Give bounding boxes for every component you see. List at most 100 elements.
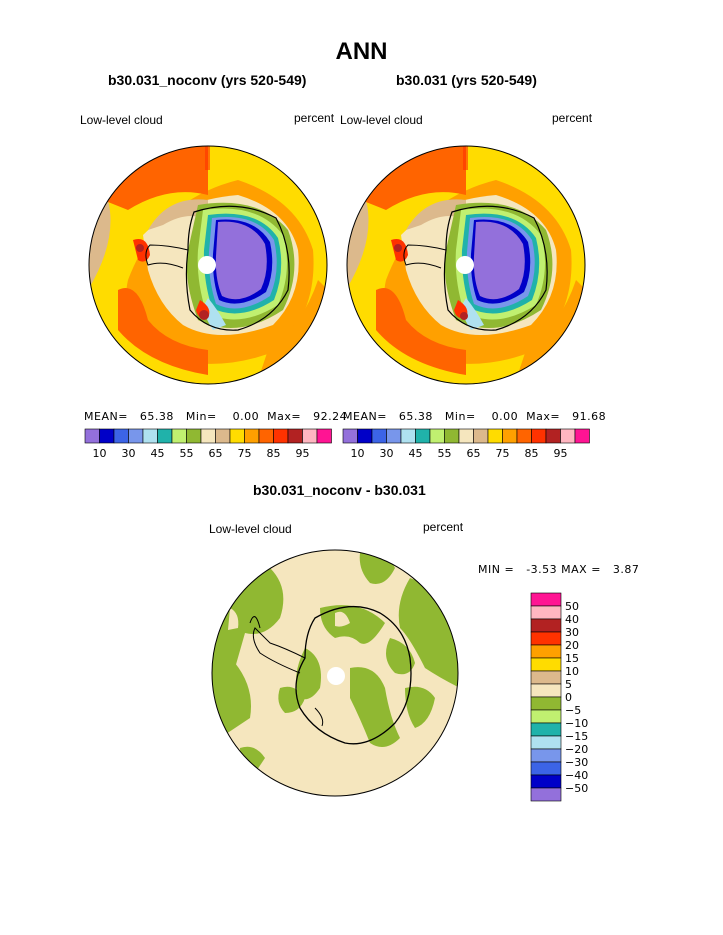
panel2-colorbar-tick: 45 — [409, 447, 423, 460]
panel1-colorbar-tick: 95 — [296, 447, 310, 460]
panel3-colorbar-swatch — [530, 644, 562, 659]
panel3-colorbar-tick: 30 — [565, 626, 579, 639]
panel1-colorbar: 10 30 45 55 65 75 85 95 — [84, 428, 332, 460]
panel2-min-label: Min= — [444, 410, 476, 423]
panel1-colorbar-swatch — [244, 428, 260, 444]
panel3-stats: MIN = -3.53 MAX = 3.87 — [478, 563, 639, 576]
panel2-colorbar-tick: 75 — [496, 447, 510, 460]
panel1-colorbar-tick: 45 — [151, 447, 165, 460]
panel1-colorbar-swatch — [215, 428, 231, 444]
panel1-polar-map — [88, 145, 328, 385]
panel2-colorbar-swatch — [531, 428, 547, 444]
panel1-colorbar-swatch — [229, 428, 245, 444]
panel2-colorbar-swatch — [444, 428, 460, 444]
panel2-max-value: 91.68 — [572, 410, 607, 423]
panel3-colorbar-tick: 0 — [565, 691, 572, 704]
panel1-colorbar-tick: 30 — [122, 447, 136, 460]
panel2-colorbar-swatch — [386, 428, 402, 444]
panel1-min-value: 0.00 — [232, 410, 260, 423]
panel1-max-value: 92.24 — [313, 410, 348, 423]
panel2-polar-map — [346, 145, 586, 385]
panel2-mean-label: MEAN= — [343, 410, 387, 423]
panel2-stats: MEAN= 65.38 Min= 0.00 Max= 91.68 — [343, 410, 606, 423]
panel3-colorbar-tick: 15 — [565, 652, 579, 665]
panel3-colorbar-tick: −10 — [565, 717, 588, 730]
panel3-colorbar-swatch — [530, 618, 562, 633]
panel2-colorbar-swatch — [371, 428, 387, 444]
panel2-contours — [347, 146, 585, 384]
panel2-colorbar-swatch — [357, 428, 373, 444]
panel1-units-label: percent — [294, 111, 335, 125]
panel3-colorbar-swatch — [530, 683, 562, 698]
panel2-colorbar-swatch — [342, 428, 358, 444]
panel2-units-label: percent — [552, 111, 593, 125]
panel1-stats: MEAN= 65.38 Min= 0.00 Max= 92.24 — [84, 410, 347, 423]
panel3-colorbar-swatch — [530, 670, 562, 685]
panel2-colorbar-swatch — [429, 428, 445, 444]
panel2-colorbar-swatch — [415, 428, 431, 444]
panel2-colorbar-swatch — [545, 428, 561, 444]
panel1-colorbar-swatch — [287, 428, 303, 444]
panel1-colorbar-swatch — [186, 428, 202, 444]
panel3-max-label: MAX = — [561, 563, 601, 576]
panel3-colorbar-tick: −15 — [565, 730, 588, 743]
panel1-colorbar-swatch — [84, 428, 100, 444]
panel2-colorbar-swatch — [400, 428, 416, 444]
panel1-colorbar-swatch — [99, 428, 115, 444]
panel2-mean-value: 65.38 — [398, 410, 433, 423]
panel2-max-label: Max= — [526, 410, 561, 423]
panel2-colorbar-swatch — [574, 428, 590, 444]
panel3-colorbar-swatch — [530, 761, 562, 776]
panel3-colorbar-tick: −30 — [565, 756, 588, 769]
panel2-title: b30.031 (yrs 520-549) — [396, 72, 537, 88]
panel1-colorbar-swatch — [258, 428, 274, 444]
panel2-min-value: 0.00 — [491, 410, 519, 423]
panel1-colorbar-swatch — [302, 428, 318, 444]
panel3-colorbar-swatch — [530, 722, 562, 737]
panel3-colorbar-tick: −5 — [565, 704, 581, 717]
panel1-colorbar-swatch — [142, 428, 158, 444]
panel1-colorbar-tick: 65 — [209, 447, 223, 460]
panel3-colorbar-swatch — [530, 774, 562, 789]
panel1-mean-value: 65.38 — [139, 410, 174, 423]
panel1-contours — [89, 146, 327, 384]
panel3-title: b30.031_noconv - b30.031 — [253, 482, 426, 498]
panel1-colorbar-tick: 75 — [238, 447, 252, 460]
panel3-variable-label: Low-level cloud — [209, 522, 292, 536]
panel2-colorbar-tick: 95 — [554, 447, 568, 460]
panel3-colorbar-tick: −50 — [565, 782, 588, 795]
panel2-colorbar-swatch — [487, 428, 503, 444]
panel1-colorbar-swatch — [113, 428, 129, 444]
panel1-colorbar-swatch — [128, 428, 144, 444]
panel1-colorbar-tick: 55 — [180, 447, 194, 460]
panel3-colorbar-swatch — [530, 748, 562, 763]
panel3-max-value: 3.87 — [612, 563, 640, 576]
panel3-colorbar-tick: 10 — [565, 665, 579, 678]
panel2-colorbar-swatch — [516, 428, 532, 444]
panel1-colorbar-tick: 10 — [93, 447, 107, 460]
panel2-colorbar-tick: 30 — [380, 447, 394, 460]
panel1-colorbar-swatch — [200, 428, 216, 444]
panel1-title: b30.031_noconv (yrs 520-549) — [108, 72, 307, 88]
panel1-min-label: Min= — [185, 410, 217, 423]
panel3-units-label: percent — [423, 520, 464, 534]
panel2-colorbar-swatch — [560, 428, 576, 444]
panel2-variable-label: Low-level cloud — [340, 113, 423, 127]
panel3-colorbar-swatch — [530, 631, 562, 646]
panel1-mean-label: MEAN= — [84, 410, 128, 423]
panel3-colorbar-tick: 50 — [565, 600, 579, 613]
panel3-colorbar-swatch — [530, 696, 562, 711]
panel3-colorbar-tick: −20 — [565, 743, 588, 756]
panel2-colorbar: 10 30 45 55 65 75 85 95 — [342, 428, 590, 460]
panel1-max-label: Max= — [267, 410, 302, 423]
panel2-colorbar-swatch — [502, 428, 518, 444]
panel2-colorbar-swatch — [473, 428, 489, 444]
panel3-colorbar-tick: 5 — [565, 678, 572, 691]
panel3-colorbar-swatch — [530, 735, 562, 750]
panel3-min-value: -3.53 — [526, 563, 558, 576]
panel1-colorbar-swatch — [273, 428, 289, 444]
panel2-colorbar-tick: 65 — [467, 447, 481, 460]
panel3-colorbar-tick: 40 — [565, 613, 579, 626]
panel3-min-label: MIN = — [478, 563, 515, 576]
